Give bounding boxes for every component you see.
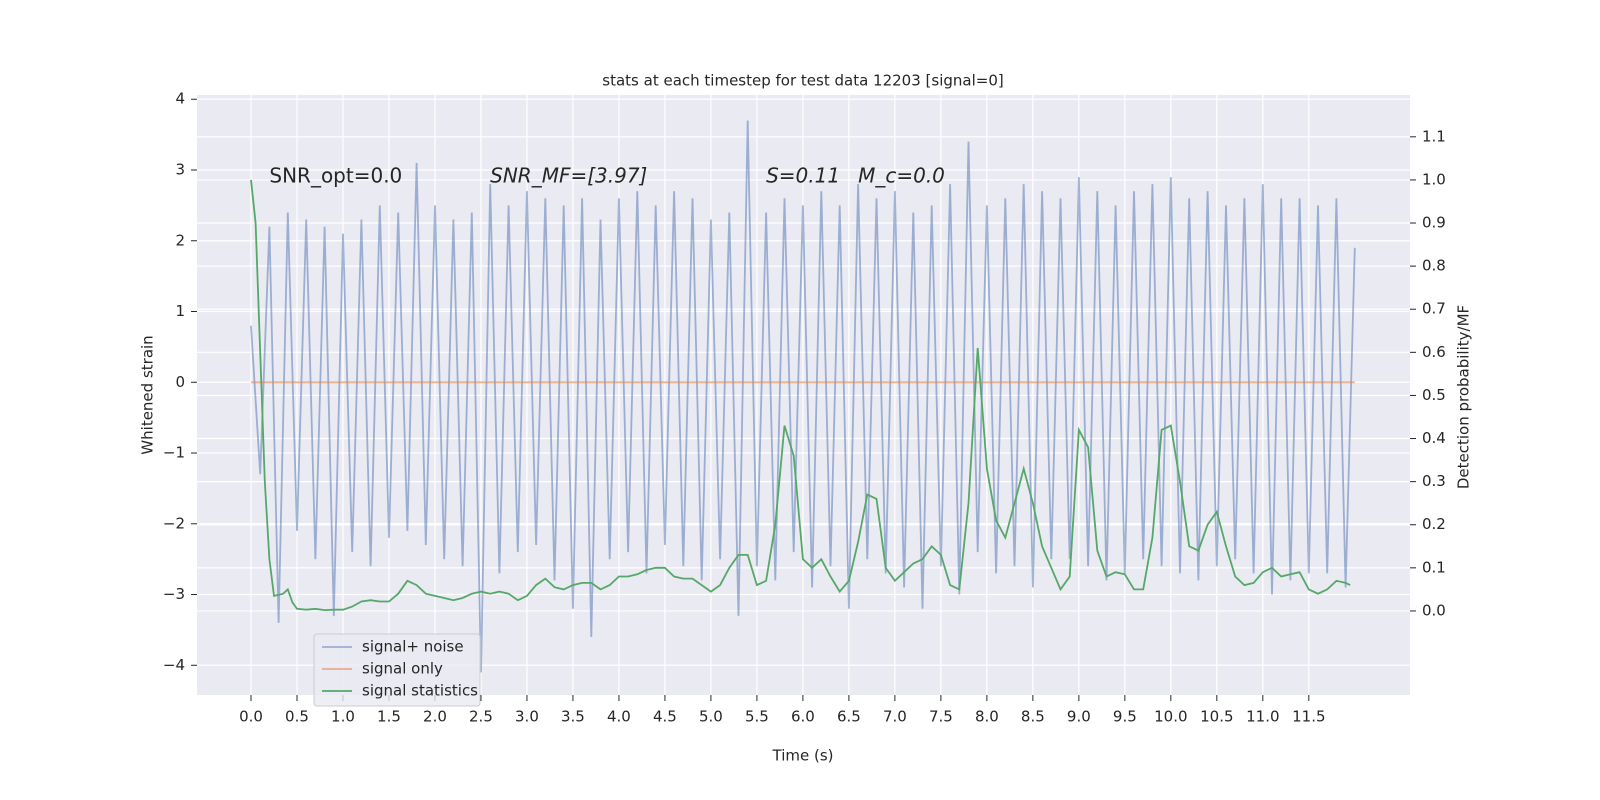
series-line bbox=[250, 179, 1351, 612]
x-tick-label: 9.0 bbox=[1067, 708, 1091, 726]
legend-label: signal+ noise bbox=[362, 638, 464, 656]
y2-tick-label: 0.2 bbox=[1422, 515, 1446, 533]
y-tick-label: 0 bbox=[175, 373, 185, 391]
x-tick-label: 7.0 bbox=[883, 708, 907, 726]
y2-tick-label: 1.0 bbox=[1422, 170, 1446, 188]
y2-axis-label: Detection probability/MF bbox=[1455, 305, 1473, 489]
y2-tick-label: 0.8 bbox=[1422, 257, 1446, 275]
x-tick-label: 5.5 bbox=[745, 708, 769, 726]
y2-tick-label: 0.7 bbox=[1422, 300, 1446, 318]
y2-tick-label: 0.1 bbox=[1422, 558, 1446, 576]
x-tick-label: 8.0 bbox=[975, 708, 999, 726]
annotation: SNR_opt=0.0 bbox=[269, 164, 402, 188]
legend: signal+ noise signal only signal statistic… bbox=[313, 633, 481, 707]
x-tick-label: 11.0 bbox=[1246, 708, 1279, 726]
x-tick-label: 10.0 bbox=[1154, 708, 1187, 726]
legend-label: signal only bbox=[362, 660, 443, 678]
x-tick-label: 9.5 bbox=[1113, 708, 1137, 726]
series-line bbox=[250, 120, 1356, 673]
x-tick-label: 5.0 bbox=[699, 708, 723, 726]
x-tick-label: 1.5 bbox=[377, 708, 401, 726]
x-axis-label: Time (s) bbox=[772, 747, 834, 765]
x-tick-label: 2.0 bbox=[423, 708, 447, 726]
x-tick-label: 0.0 bbox=[239, 708, 263, 726]
x-tick-label: 6.0 bbox=[791, 708, 815, 726]
y2-tick-label: 0.3 bbox=[1422, 472, 1446, 490]
y-tick-label: 2 bbox=[175, 231, 185, 249]
y2-tick-label: 0.5 bbox=[1422, 386, 1446, 404]
x-tick-label: 11.5 bbox=[1292, 708, 1325, 726]
y2-tick-label: 1.1 bbox=[1422, 127, 1446, 145]
legend-label: signal statistics bbox=[362, 682, 478, 700]
x-tick-label: 1.0 bbox=[331, 708, 355, 726]
x-tick-label: 8.5 bbox=[1021, 708, 1045, 726]
x-tick-label: 3.5 bbox=[561, 708, 585, 726]
y-tick-label: −1 bbox=[163, 444, 185, 462]
y2-tick-label: 0.0 bbox=[1422, 601, 1446, 619]
annotation: S=0.11 bbox=[766, 164, 840, 188]
y-tick-label: −3 bbox=[163, 585, 185, 603]
x-tick-label: 6.5 bbox=[837, 708, 861, 726]
chart-title: stats at each timestep for test data 122… bbox=[602, 72, 1003, 90]
x-tick-label: 0.5 bbox=[285, 708, 309, 726]
y-tick-label: 3 bbox=[175, 161, 185, 179]
y-tick-label: −2 bbox=[163, 514, 185, 532]
y-tick-label: −4 bbox=[163, 656, 185, 674]
y-axis-label: Whitened strain bbox=[139, 335, 157, 454]
y-tick-label: 1 bbox=[175, 302, 185, 320]
y2-tick-label: 0.6 bbox=[1422, 343, 1446, 361]
x-tick-label: 3.0 bbox=[515, 708, 539, 726]
legend-box bbox=[313, 633, 481, 707]
y2-tick-label: 0.9 bbox=[1422, 214, 1446, 232]
x-tick-label: 4.0 bbox=[607, 708, 631, 726]
annotation: M_c=0.0 bbox=[858, 164, 945, 188]
x-tick-label: 2.5 bbox=[469, 708, 493, 726]
y2-tick-label: 0.4 bbox=[1422, 429, 1446, 447]
annotation: SNR_MF=[3.97] bbox=[490, 164, 647, 188]
x-tick-label: 4.5 bbox=[653, 708, 677, 726]
y-tick-label: 4 bbox=[175, 90, 185, 108]
x-tick-label: 10.5 bbox=[1200, 708, 1233, 726]
x-tick-label: 7.5 bbox=[929, 708, 953, 726]
